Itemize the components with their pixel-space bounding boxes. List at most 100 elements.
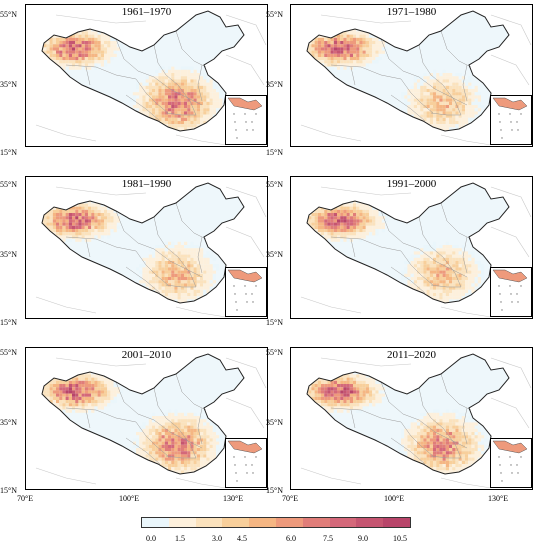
grid-cell [372, 377, 376, 381]
grid-cell [330, 232, 334, 236]
island-dot [255, 113, 257, 115]
grid-cell [317, 384, 321, 388]
grid-cell [436, 270, 440, 274]
grid-cell [471, 105, 475, 109]
grid-cell [410, 444, 414, 448]
grid-cell [333, 235, 337, 239]
grid-cell [104, 396, 108, 400]
grid-cell [177, 248, 181, 252]
grid-cell [327, 203, 331, 207]
grid-cell [468, 416, 472, 420]
grid-cell [180, 257, 184, 261]
grid-cell [88, 384, 92, 388]
grid-cell [180, 441, 184, 445]
grid-cell [455, 92, 459, 96]
grid-cell [107, 213, 111, 217]
grid-cell [49, 219, 53, 223]
grid-cell [433, 438, 437, 442]
grid-cell [97, 387, 101, 391]
grid-cell [196, 435, 200, 439]
grid-cell [180, 470, 184, 474]
grid-cell [372, 41, 376, 45]
grid-cell [359, 206, 363, 210]
grid-cell [180, 101, 184, 105]
grid-cell [168, 82, 172, 86]
grid-cell [158, 251, 162, 255]
grid-cell [417, 114, 421, 118]
grid-cell [378, 393, 382, 397]
grid-cell [404, 261, 408, 265]
grid-cell [327, 213, 331, 217]
grid-cell [321, 216, 325, 220]
grid-cell [94, 203, 98, 207]
grid-cell [184, 66, 188, 70]
grid-cell [81, 235, 85, 239]
grid-cell [372, 390, 376, 394]
grid-cell [330, 66, 334, 70]
grid-cell [152, 470, 156, 474]
grid-cell [369, 222, 373, 226]
grid-cell [375, 50, 379, 54]
grid-cell [465, 428, 469, 432]
grid-cell [452, 286, 456, 290]
grid-cell [317, 229, 321, 233]
grid-cell [417, 111, 421, 115]
grid-cell [417, 89, 421, 93]
grid-cell [317, 400, 321, 404]
grid-cell [433, 261, 437, 265]
grid-cell [200, 111, 204, 115]
grid-cell [317, 222, 321, 226]
grid-cell [110, 400, 114, 404]
grid-cell [423, 124, 427, 128]
grid-cell [155, 251, 159, 255]
grid-cell [46, 34, 50, 38]
grid-cell [353, 63, 357, 67]
grid-cell [458, 277, 462, 281]
grid-cell [340, 400, 344, 404]
grid-cell [314, 387, 318, 391]
grid-cell [337, 216, 341, 220]
grid-cell [442, 111, 446, 115]
grid-cell [196, 422, 200, 426]
province-boundary [330, 407, 402, 423]
grid-cell [445, 419, 449, 423]
grid-cell [174, 444, 178, 448]
grid-cell [206, 101, 210, 105]
grid-cell [439, 441, 443, 445]
grid-cell [327, 384, 331, 388]
island-dot [517, 129, 519, 131]
grid-cell [164, 127, 168, 131]
grid-cell [148, 76, 152, 80]
grid-cell [100, 216, 104, 220]
grid-cell [474, 111, 478, 115]
grid-cell [200, 121, 204, 125]
grid-cell [458, 451, 462, 455]
grid-cell [442, 108, 446, 112]
grid-cell [321, 225, 325, 229]
grid-cell [439, 277, 443, 281]
grid-cell [91, 37, 95, 41]
grid-cell [209, 448, 213, 452]
grid-cell [52, 31, 56, 35]
grid-cell [445, 127, 449, 131]
grid-cell [42, 209, 44, 213]
grid-cell [330, 371, 334, 375]
grid-cell [343, 400, 347, 404]
grid-cell [442, 76, 446, 80]
grid-cell [356, 47, 360, 51]
grid-cell [417, 105, 421, 109]
island-dot [500, 472, 502, 474]
grid-cell [161, 273, 165, 277]
grid-cell [314, 63, 318, 67]
grid-cell [404, 438, 408, 442]
grid-cell [177, 464, 181, 468]
grid-cell [180, 283, 184, 287]
grid-cell [474, 273, 478, 277]
grid-cell [359, 53, 363, 57]
grid-cell [161, 114, 165, 118]
grid-cell [174, 101, 178, 105]
grid-cell [401, 92, 405, 96]
grid-cell [155, 289, 159, 293]
grid-cell [158, 82, 162, 86]
grid-cell [52, 374, 56, 378]
